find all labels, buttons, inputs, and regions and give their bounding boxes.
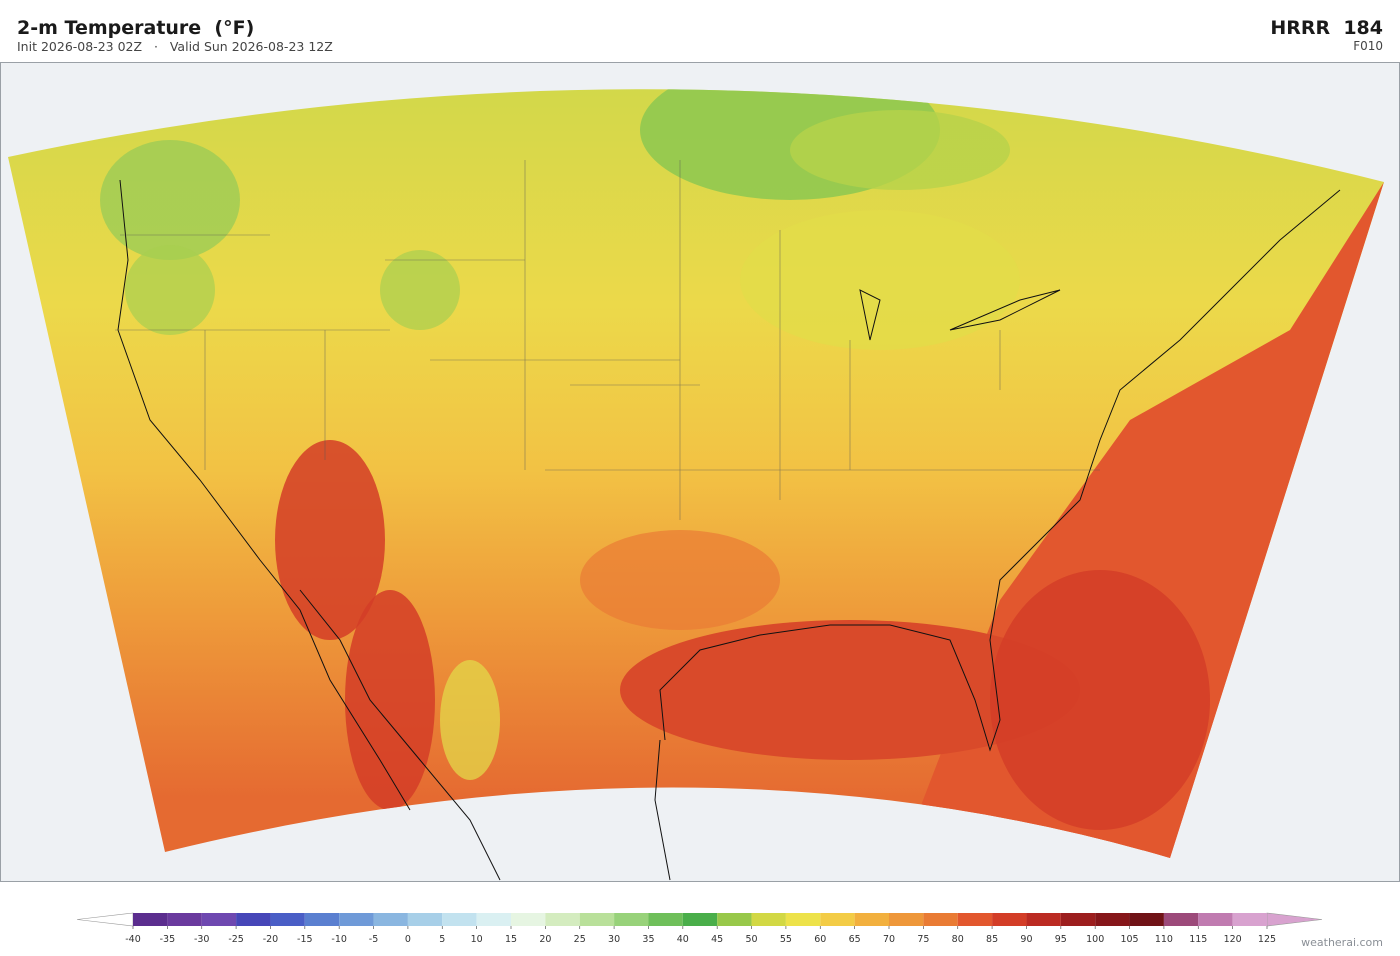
color-bin bbox=[751, 913, 786, 926]
credit: weatherai.com bbox=[1301, 936, 1383, 949]
colorbar-tick-label: 50 bbox=[745, 934, 757, 945]
color-bin bbox=[270, 913, 305, 926]
colorbar-tick-label: 55 bbox=[780, 934, 792, 945]
color-bin bbox=[133, 913, 168, 926]
color-bin bbox=[1163, 913, 1199, 926]
colorbar-tick-label: 70 bbox=[883, 934, 895, 945]
color-bin bbox=[923, 913, 958, 926]
colorbar-tick-label: 110 bbox=[1155, 934, 1173, 945]
colorbar-tick-label: 35 bbox=[642, 934, 654, 945]
color-bin bbox=[854, 913, 889, 926]
color-bin bbox=[167, 913, 202, 926]
colorbar-tick-label: -40 bbox=[125, 934, 141, 945]
color-bin bbox=[339, 913, 374, 926]
color-bin bbox=[201, 913, 237, 926]
color-bin bbox=[992, 913, 1027, 926]
colorbar-tick-label: 25 bbox=[574, 934, 586, 945]
colorbar-tick-label: 10 bbox=[471, 934, 483, 945]
forecast-hour: F010 bbox=[1353, 39, 1383, 53]
color-bin bbox=[820, 913, 855, 926]
color-bin bbox=[648, 913, 683, 926]
colorbar-tick-label: 85 bbox=[986, 934, 998, 945]
colorbar: -40 -35 -30 -25 -20 -15 -10 -5 0 5 10 15 20 25 30 35 40 4… bbox=[76, 912, 1323, 945]
color-bin bbox=[1232, 913, 1267, 926]
color-bin bbox=[236, 913, 271, 926]
colorbar-tick-label: 15 bbox=[505, 934, 517, 945]
colorbar-tick-label: -20 bbox=[263, 934, 279, 945]
colorbar-tick-label: 40 bbox=[677, 934, 689, 945]
color-bin bbox=[545, 913, 580, 926]
colorbar-tick-label: -25 bbox=[228, 934, 244, 945]
color-bin bbox=[717, 913, 752, 926]
color-bin bbox=[614, 913, 649, 926]
colorbar-tick-label: 0 bbox=[405, 934, 411, 945]
colorbar-tick-label: 90 bbox=[1020, 934, 1032, 945]
colorbar-tick-label: 5 bbox=[439, 934, 445, 945]
coastlines bbox=[117, 179, 1341, 881]
color-bin bbox=[579, 913, 615, 926]
color-bin bbox=[785, 913, 821, 926]
colorbar-tick-label: 30 bbox=[608, 934, 620, 945]
colorbar-tick-label: -30 bbox=[194, 934, 210, 945]
colorbar-tick-label: 45 bbox=[711, 934, 723, 945]
color-bin bbox=[511, 913, 546, 926]
colorbar-tick-label: 75 bbox=[917, 934, 929, 945]
colorbar-tick-label: 105 bbox=[1120, 934, 1138, 945]
colorbar-tick-label: 20 bbox=[539, 934, 551, 945]
colorbar-tick-label: -5 bbox=[369, 934, 378, 945]
color-bin bbox=[1129, 913, 1164, 926]
colorbar-tick-label: 65 bbox=[849, 934, 861, 945]
color-bin bbox=[442, 913, 477, 926]
map-title: 2-m Temperature (°F) bbox=[17, 17, 254, 39]
temperature-field bbox=[8, 89, 1384, 858]
color-bin bbox=[1198, 913, 1233, 926]
state-borders bbox=[115, 160, 1100, 520]
color-bin bbox=[1095, 913, 1130, 926]
colorbar-tick-label: -15 bbox=[297, 934, 313, 945]
map-panel bbox=[0, 62, 1400, 882]
color-bin bbox=[304, 913, 340, 926]
colorbar-tick-label: 120 bbox=[1224, 934, 1242, 945]
map-subtitle: Init 2026-08-23 02Z · Valid Sun 2026-08-… bbox=[17, 39, 333, 54]
color-bin bbox=[373, 913, 408, 926]
color-bin bbox=[476, 913, 511, 926]
colorbar-tick-label: 60 bbox=[814, 934, 826, 945]
colorbar-tick-label: -10 bbox=[331, 934, 347, 945]
colorbar-tick-label: 95 bbox=[1055, 934, 1067, 945]
color-bin bbox=[407, 913, 443, 926]
colorbar-tick-label: 115 bbox=[1189, 934, 1207, 945]
colorbar-tick-label: -35 bbox=[160, 934, 176, 945]
color-bin bbox=[1026, 913, 1061, 926]
color-bin bbox=[682, 913, 718, 926]
colorbar-tick-label: 125 bbox=[1258, 934, 1276, 945]
color-bin bbox=[957, 913, 993, 926]
colorbar-tick-label: 100 bbox=[1086, 934, 1104, 945]
colorbar-tick-label: 80 bbox=[952, 934, 964, 945]
model-name: HRRR 184 bbox=[1270, 17, 1383, 39]
color-bin bbox=[1060, 913, 1096, 926]
colorbar-over bbox=[1266, 912, 1323, 927]
color-bin bbox=[889, 913, 924, 926]
colorbar-under bbox=[76, 912, 134, 927]
